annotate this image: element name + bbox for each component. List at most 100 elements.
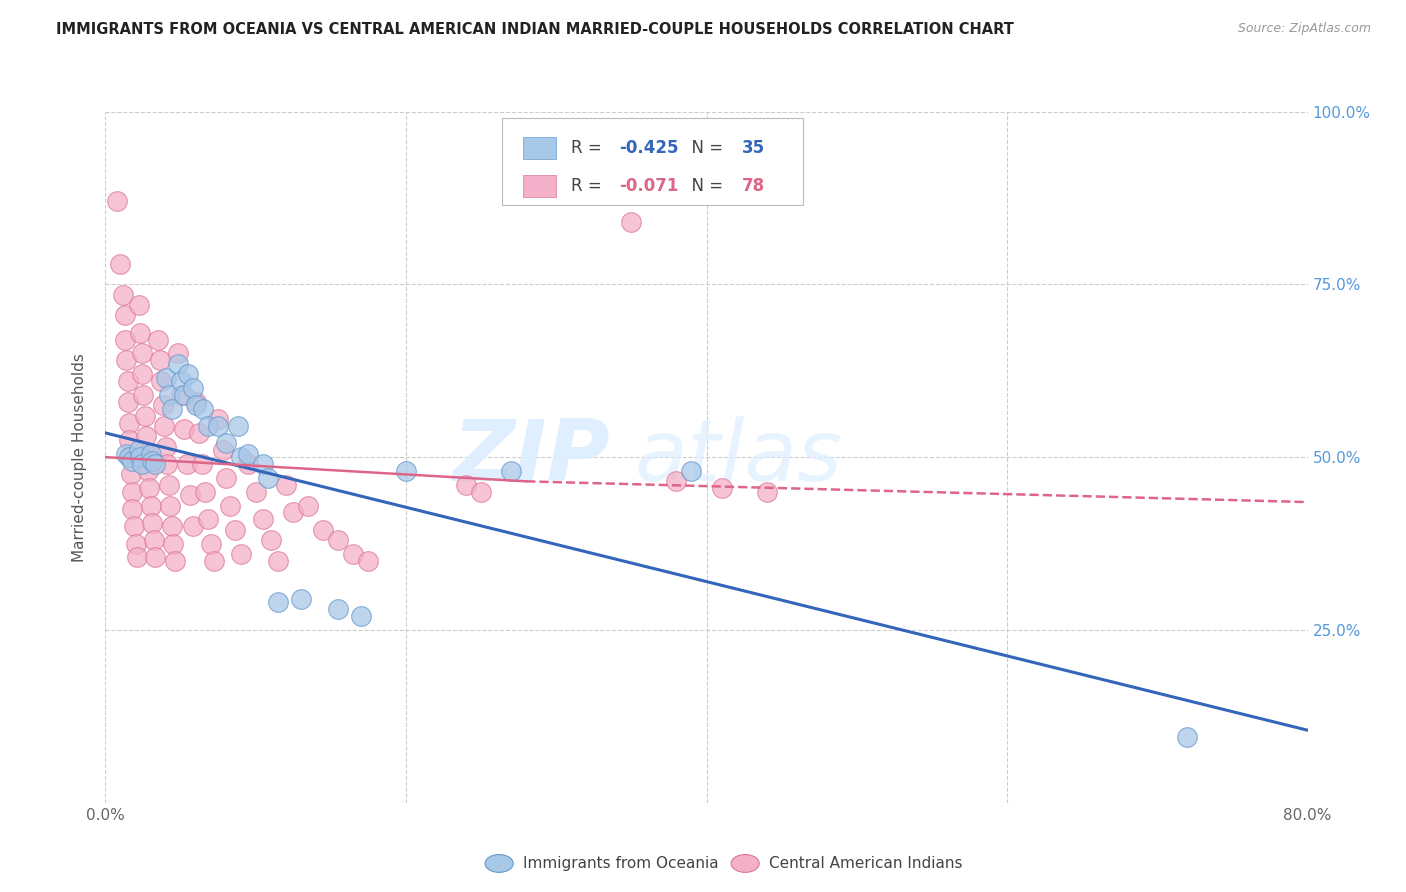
Point: [166, 346, 188, 360]
Point: [138, 481, 160, 495]
Point: [143, 457, 166, 471]
Point: [129, 326, 152, 340]
Point: [755, 484, 778, 499]
Point: [260, 533, 283, 548]
Point: [131, 368, 153, 382]
Point: [148, 353, 170, 368]
Point: [179, 488, 201, 502]
Point: [350, 609, 373, 624]
Point: [454, 478, 477, 492]
Bar: [523, 137, 557, 159]
Point: [134, 409, 156, 423]
Point: [160, 519, 183, 533]
Text: Immigrants from Oceania: Immigrants from Oceania: [523, 856, 718, 871]
Point: [245, 484, 267, 499]
Point: [135, 447, 157, 461]
Point: [150, 374, 173, 388]
Point: [207, 419, 229, 434]
Point: [200, 536, 222, 550]
Text: R =: R =: [571, 178, 606, 195]
Point: [125, 550, 148, 565]
Text: N =: N =: [682, 178, 728, 195]
Text: Central American Indians: Central American Indians: [769, 856, 963, 871]
Point: [141, 516, 163, 530]
Point: [143, 550, 166, 565]
Point: [139, 499, 162, 513]
Point: [153, 419, 176, 434]
Point: [224, 523, 246, 537]
Text: ZIP: ZIP: [453, 416, 610, 499]
Point: [173, 388, 195, 402]
Point: [146, 333, 169, 347]
Point: [214, 436, 236, 450]
Point: [297, 499, 319, 513]
Point: [252, 512, 274, 526]
FancyBboxPatch shape: [502, 119, 803, 205]
Point: [120, 467, 142, 482]
Point: [128, 443, 150, 458]
Point: [114, 333, 136, 347]
Point: [238, 457, 260, 471]
Point: [252, 457, 274, 471]
Point: [214, 471, 236, 485]
Point: [159, 499, 181, 513]
Point: [229, 547, 252, 561]
Point: [501, 464, 523, 478]
Point: [184, 398, 207, 412]
Bar: [523, 175, 557, 197]
Point: [207, 412, 229, 426]
Point: [169, 388, 191, 402]
Point: [184, 395, 207, 409]
Point: [122, 519, 145, 533]
Point: [124, 536, 146, 550]
Circle shape: [731, 855, 759, 872]
Point: [177, 368, 200, 382]
Point: [267, 595, 290, 609]
Point: [197, 512, 219, 526]
Point: [112, 287, 135, 301]
Point: [357, 554, 380, 568]
Text: 78: 78: [741, 178, 765, 195]
Point: [129, 450, 152, 465]
Point: [118, 416, 141, 430]
Point: [107, 194, 129, 209]
Point: [163, 554, 186, 568]
Point: [710, 481, 733, 495]
Point: [395, 464, 418, 478]
Point: [211, 443, 233, 458]
Point: [115, 353, 138, 368]
Point: [132, 388, 155, 402]
Point: [274, 478, 297, 492]
Point: [142, 533, 165, 548]
Point: [141, 453, 163, 467]
Text: atlas: atlas: [634, 416, 842, 499]
Point: [181, 519, 204, 533]
Point: [128, 298, 150, 312]
Point: [118, 450, 141, 465]
Point: [155, 440, 177, 454]
Point: [135, 429, 157, 443]
Point: [290, 591, 312, 606]
Point: [470, 484, 492, 499]
Text: -0.071: -0.071: [619, 178, 678, 195]
Point: [160, 401, 183, 416]
Point: [191, 401, 214, 416]
Point: [166, 357, 188, 371]
Point: [176, 457, 198, 471]
Point: [120, 450, 142, 465]
Point: [342, 547, 364, 561]
Point: [665, 475, 688, 489]
Point: [157, 478, 180, 492]
Point: [226, 419, 249, 434]
Point: [328, 533, 350, 548]
Point: [238, 447, 260, 461]
Point: [169, 374, 191, 388]
Point: [681, 464, 703, 478]
Point: [118, 433, 141, 447]
Point: [115, 447, 138, 461]
Point: [173, 423, 195, 437]
Point: [114, 309, 136, 323]
Point: [181, 381, 204, 395]
Point: [267, 554, 290, 568]
Point: [136, 464, 159, 478]
